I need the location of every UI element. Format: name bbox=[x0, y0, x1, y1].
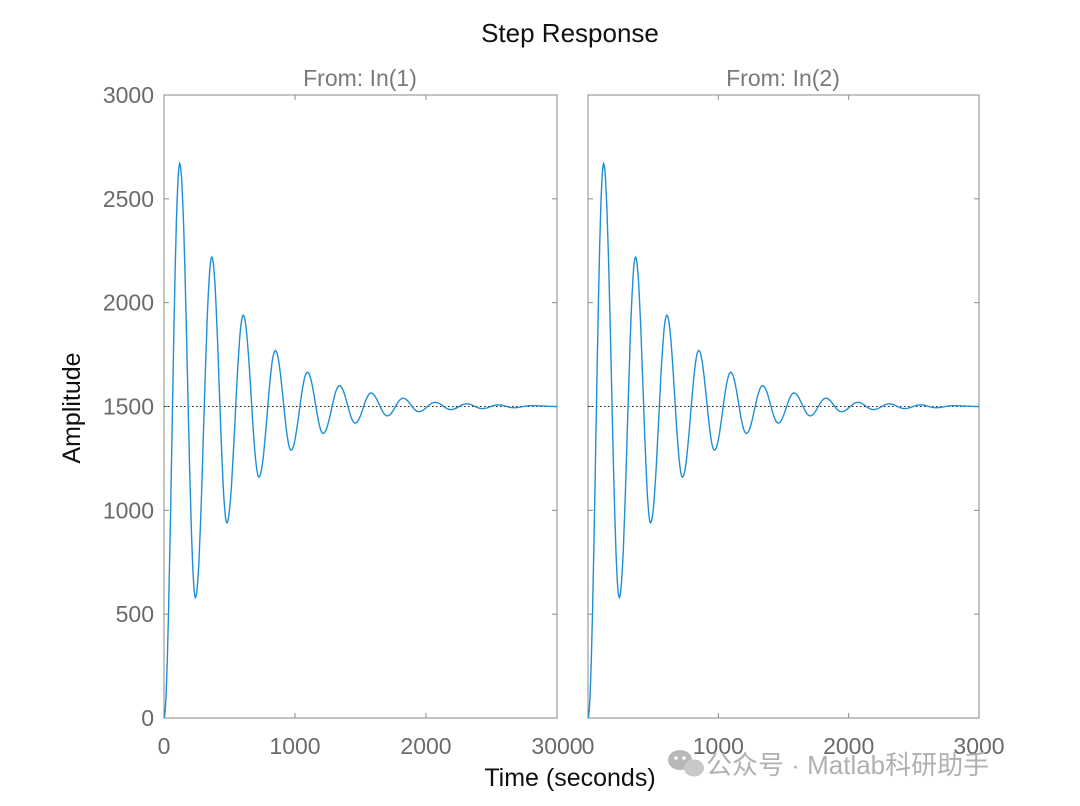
y-tick-label: 2000 bbox=[103, 290, 154, 316]
watermark: 公众号 · Matlab科研助手 bbox=[668, 750, 989, 780]
wechat-icon bbox=[668, 750, 704, 777]
panel-in1: From: In(1) 0 500 1000 1500 2000 2500 3000 0 10… bbox=[103, 65, 583, 759]
y-tick-label: 500 bbox=[116, 601, 154, 627]
y-tick-label: 1000 bbox=[103, 497, 154, 523]
panel-in2: From: In(2) 0 1000 2000 3000 bbox=[582, 65, 1005, 759]
x-tick-labels: 0 1000 2000 3000 bbox=[582, 733, 1005, 759]
y-tick-label: 2500 bbox=[103, 186, 154, 212]
step-response-curve-in1 bbox=[163, 161, 557, 719]
x-tick-label: 2000 bbox=[823, 733, 874, 759]
figure-title: Step Response bbox=[481, 18, 659, 48]
x-axis-label: Time (seconds) bbox=[484, 764, 655, 792]
y-axis-label: Amplitude bbox=[58, 352, 86, 463]
x-tick-label: 1000 bbox=[693, 733, 744, 759]
step-response-curve-in2 bbox=[587, 161, 979, 719]
y-tick-label: 1500 bbox=[103, 394, 154, 420]
y-tick-label: 0 bbox=[141, 705, 154, 731]
watermark-text: 公众号 · Matlab科研助手 bbox=[706, 750, 989, 780]
x-tick-label: 2000 bbox=[400, 733, 451, 759]
panel-subtitle: From: In(2) bbox=[726, 65, 840, 91]
x-tick-label: 3000 bbox=[531, 733, 582, 759]
tick-marks bbox=[163, 94, 558, 719]
x-tick-labels: 0 1000 2000 3000 bbox=[158, 733, 583, 759]
panel-subtitle: From: In(1) bbox=[303, 65, 417, 91]
y-tick-labels: 0 500 1000 1500 2000 2500 3000 bbox=[103, 82, 154, 731]
x-tick-label: 0 bbox=[158, 733, 171, 759]
x-tick-label: 0 bbox=[582, 733, 595, 759]
y-tick-label: 3000 bbox=[103, 82, 154, 108]
x-tick-label: 1000 bbox=[269, 733, 320, 759]
x-tick-label: 3000 bbox=[953, 733, 1004, 759]
